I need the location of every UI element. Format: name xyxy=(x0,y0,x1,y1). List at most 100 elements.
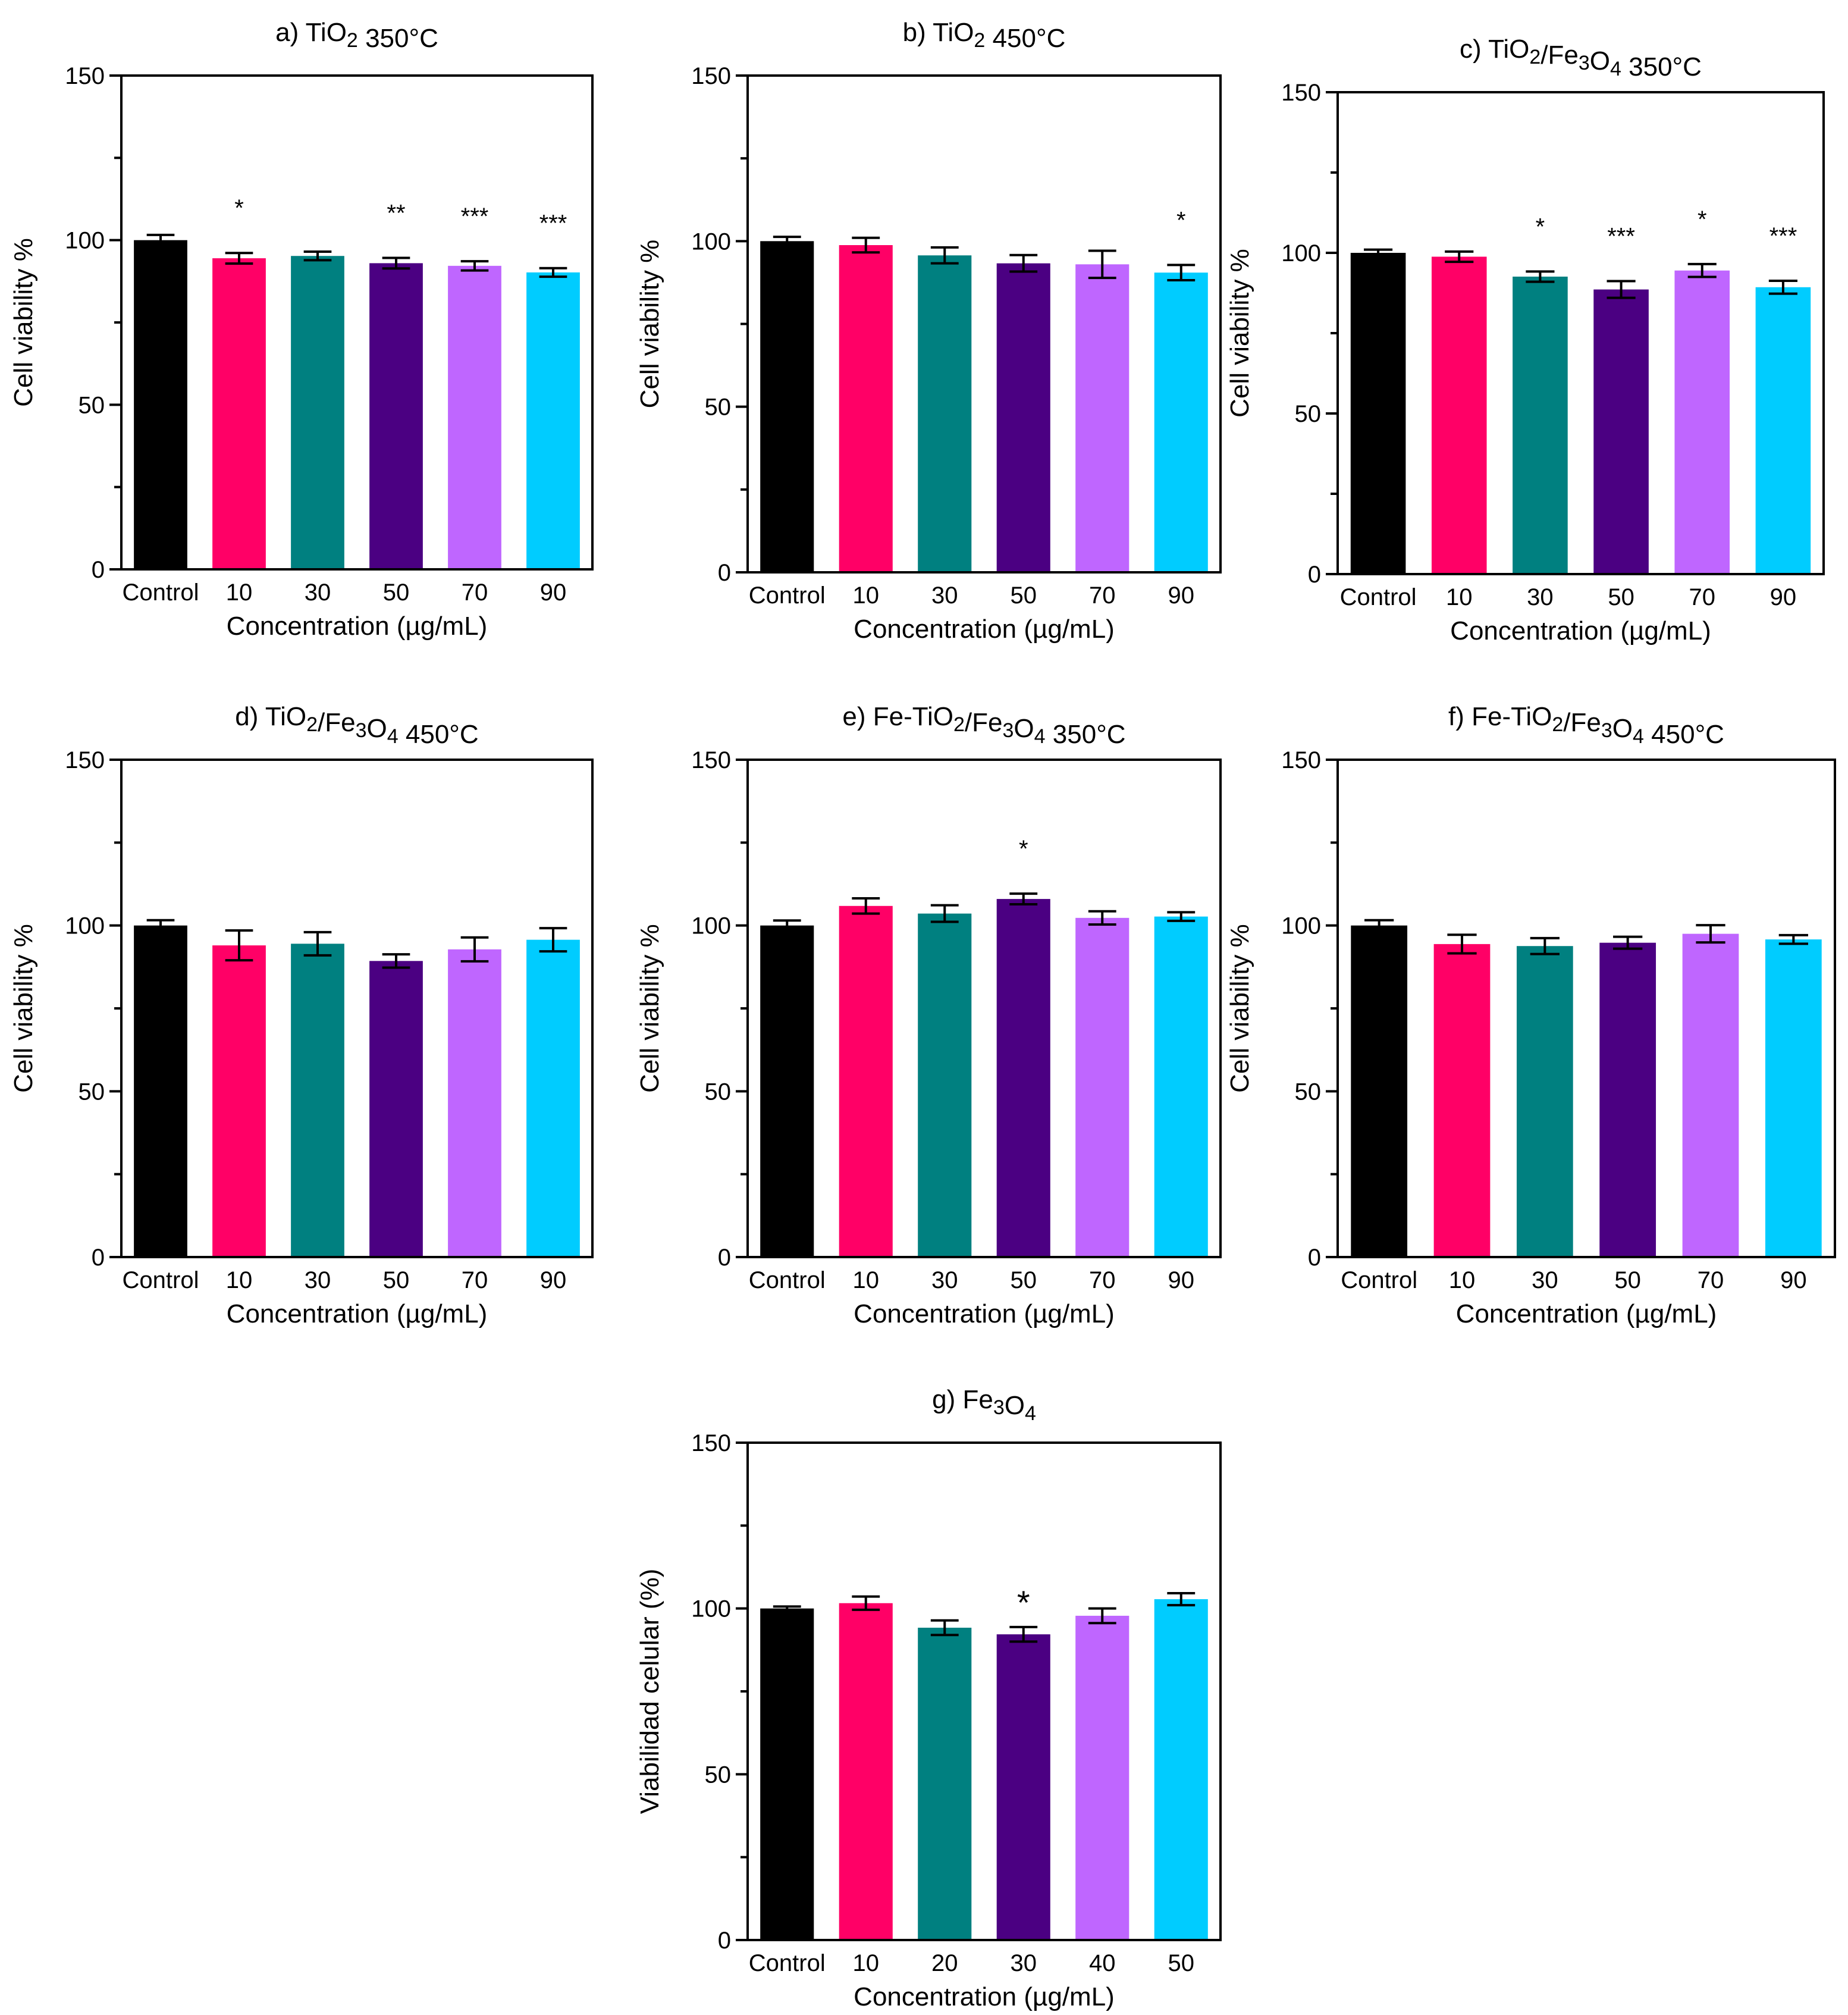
bar xyxy=(1755,287,1811,574)
x-axis-label: Concentration (µg/mL) xyxy=(227,612,488,641)
plot-frame xyxy=(120,759,594,1258)
x-tick-label: 50 xyxy=(1614,1267,1641,1293)
x-tick-label: 50 xyxy=(1011,582,1037,609)
y-tick-label: 50 xyxy=(1295,401,1322,427)
significance-label: *** xyxy=(461,203,489,230)
error-bar xyxy=(773,1605,801,1612)
error-bar xyxy=(1364,919,1394,932)
bar xyxy=(1516,946,1573,1257)
error-bar xyxy=(1088,910,1116,926)
x-tick-label: 50 xyxy=(1608,584,1634,610)
bar xyxy=(134,925,187,1257)
bar xyxy=(526,939,580,1257)
x-tick-label: 50 xyxy=(383,579,410,606)
chart-title: e) Fe-TiO2/Fe3O4 350°C xyxy=(842,702,1125,749)
error-bar xyxy=(1009,892,1038,905)
y-tick-label: 150 xyxy=(691,1430,731,1456)
x-tick-label: 30 xyxy=(1011,1950,1037,1976)
chart-panel-b: b) TiO2 450°C * 0 50 100 150 Control 10 30 50 70 90… xyxy=(635,18,1222,644)
error-bar xyxy=(539,927,567,953)
bar xyxy=(1513,276,1568,574)
error-bar xyxy=(1364,248,1393,258)
y-axis-label: Cell viability % xyxy=(9,238,38,407)
chart-title: a) TiO2 350°C xyxy=(275,18,438,53)
error-bar xyxy=(852,236,880,254)
plot-frame xyxy=(120,74,594,571)
x-tick-label: 10 xyxy=(226,579,253,606)
bar xyxy=(760,925,814,1257)
y-axis-label: Cell viability % xyxy=(635,240,664,409)
error-bar xyxy=(773,919,801,932)
y-tick-label: 0 xyxy=(718,1928,731,1954)
bar xyxy=(1593,289,1649,574)
x-axis-label: Concentration (µg/mL) xyxy=(1456,1299,1717,1328)
plot-frame xyxy=(746,1441,1222,1941)
x-tick-label: 90 xyxy=(1780,1267,1807,1293)
y-tick-label: 150 xyxy=(691,747,731,773)
bar xyxy=(1674,270,1730,574)
significance-label: * xyxy=(1176,207,1186,233)
bar xyxy=(1599,942,1656,1257)
bar xyxy=(212,945,266,1257)
x-tick-label: Control xyxy=(1340,584,1417,610)
error-bar xyxy=(1445,250,1474,264)
error-bar xyxy=(146,919,175,932)
x-tick-label: Control xyxy=(1341,1267,1417,1293)
y-tick-label: 50 xyxy=(705,394,732,421)
error-bar xyxy=(1447,933,1477,955)
significance-label: * xyxy=(1019,836,1028,862)
error-bar xyxy=(1167,911,1196,922)
x-tick-label: 70 xyxy=(1089,582,1116,609)
y-tick-label: 50 xyxy=(705,1079,732,1105)
x-tick-label: 20 xyxy=(931,1950,958,1976)
bar xyxy=(1350,253,1406,574)
y-axis-label: Cell viability % xyxy=(1225,924,1254,1093)
x-tick-label: 10 xyxy=(1446,584,1473,610)
error-bar xyxy=(1613,935,1643,950)
y-tick-label: 0 xyxy=(92,557,105,583)
x-axis-label: Concentration (µg/mL) xyxy=(854,1982,1115,2011)
x-tick-label: 30 xyxy=(1532,1267,1558,1293)
significance-label: *** xyxy=(1769,223,1797,249)
x-axis-label: Concentration (µg/mL) xyxy=(227,1299,488,1328)
error-bar xyxy=(1687,262,1717,278)
error-bar xyxy=(303,930,332,957)
x-tick-label: 90 xyxy=(1770,584,1797,610)
y-axis-label: Cell viability % xyxy=(9,924,38,1093)
error-bar xyxy=(1088,249,1116,280)
significance-label: * xyxy=(1536,214,1545,240)
y-tick-label: 0 xyxy=(1308,1245,1321,1271)
x-tick-label: 30 xyxy=(1527,584,1554,610)
y-tick-label: 50 xyxy=(1295,1079,1322,1105)
error-bar xyxy=(1526,270,1555,283)
y-tick-label: 150 xyxy=(1281,80,1321,106)
y-tick-label: 100 xyxy=(65,913,105,939)
chart-panel-d: d) TiO2/Fe3O4 450°C 0 50 100 150 Control 10 30 5… xyxy=(9,702,594,1328)
x-tick-label: Control xyxy=(123,1267,199,1293)
bar xyxy=(839,1603,893,1940)
significance-label: * xyxy=(1698,206,1707,233)
bar xyxy=(1682,933,1739,1257)
plot-frame xyxy=(746,74,1222,574)
x-tick-label: 10 xyxy=(226,1267,253,1293)
bar xyxy=(1433,944,1491,1257)
x-tick-label: Control xyxy=(749,582,826,609)
y-tick-label: 0 xyxy=(718,560,731,586)
plot-frame xyxy=(1336,91,1825,575)
error-bar xyxy=(382,953,410,969)
chart-panel-e: e) Fe-TiO2/Fe3O4 350°C * 0 50 100 150 Control 1… xyxy=(635,702,1222,1328)
significance-label: ** xyxy=(387,200,405,227)
y-tick-label: 50 xyxy=(79,1079,105,1105)
x-axis-label: Concentration (µg/mL) xyxy=(854,615,1115,644)
bar xyxy=(1765,939,1822,1257)
bar xyxy=(918,913,972,1257)
x-tick-label: 70 xyxy=(1089,1267,1116,1293)
bar xyxy=(134,240,187,570)
error-bar xyxy=(930,1619,959,1637)
x-tick-label: Control xyxy=(123,579,199,606)
x-tick-label: 50 xyxy=(1011,1267,1037,1293)
y-tick-label: 100 xyxy=(65,228,105,254)
plot-frame xyxy=(746,759,1222,1258)
error-bar xyxy=(773,236,801,247)
